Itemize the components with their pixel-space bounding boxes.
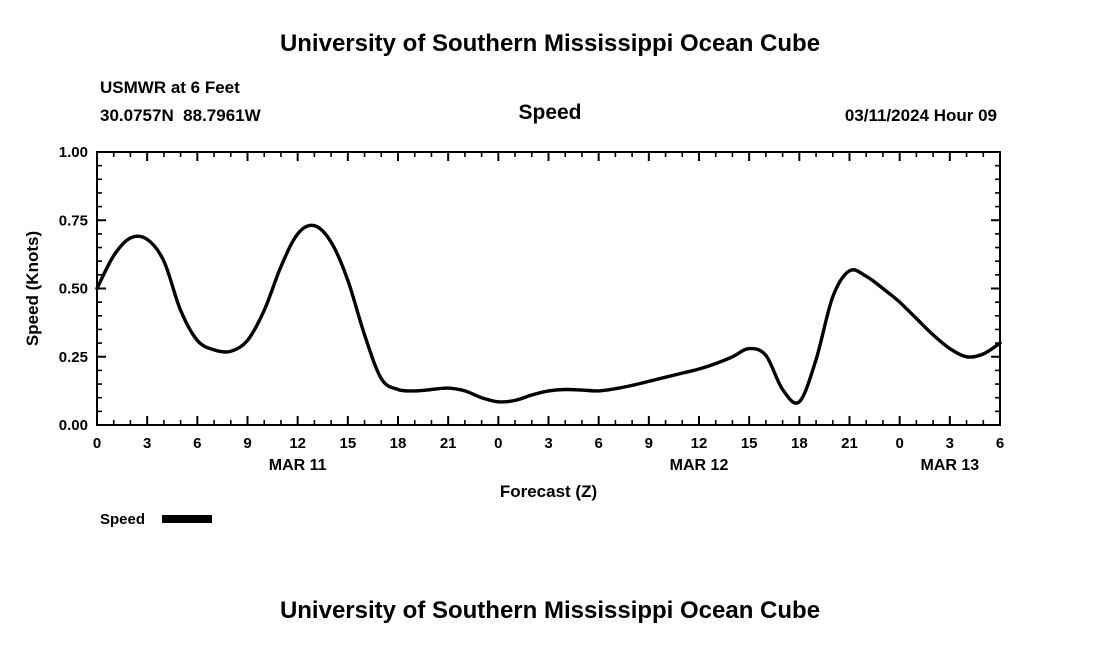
x-tick-label: 0 xyxy=(895,435,903,452)
plot-title: Speed xyxy=(518,101,582,124)
x-tick-label: 6 xyxy=(594,435,602,452)
coordinates-label: 30.0757N 88.7961W xyxy=(100,106,261,125)
x-tick-label: 12 xyxy=(289,435,306,452)
x-tick-label: 9 xyxy=(243,435,251,452)
x-tick-label: 15 xyxy=(339,435,356,452)
page-title: University of Southern Mississippi Ocean… xyxy=(279,30,821,57)
x-tick-label: 3 xyxy=(544,435,552,452)
x-day-label: MAR 13 xyxy=(920,457,979,474)
x-tick-label: 12 xyxy=(691,435,708,452)
plot-frame xyxy=(96,151,1001,426)
x-tick-label: 6 xyxy=(996,435,1004,452)
x-axis-title: Forecast (Z) xyxy=(500,482,597,501)
x-tick-label: 21 xyxy=(841,435,858,452)
x-day-label: MAR 11 xyxy=(269,457,327,474)
station-label: USMWR at 6 Feet xyxy=(100,78,240,97)
x-tick-label: 21 xyxy=(440,435,457,452)
x-tick-label: 3 xyxy=(143,435,151,452)
footer-title: University of Southern Mississippi Ocean… xyxy=(279,597,821,624)
x-tick-label: 18 xyxy=(390,435,407,452)
datetime-label: 03/11/2024 Hour 09 xyxy=(844,106,997,125)
y-tick-label: 0.50 xyxy=(59,281,88,298)
y-tick-label: 0.75 xyxy=(59,212,88,229)
y-axis-title: Speed (Knots) xyxy=(23,231,42,346)
x-tick-label: 15 xyxy=(741,435,758,452)
x-day-label: MAR 12 xyxy=(670,457,729,474)
x-tick-label: 0 xyxy=(494,435,502,452)
y-tick-label: 1.00 xyxy=(59,144,88,161)
x-tick-label: 3 xyxy=(946,435,954,452)
y-tick-label: 0.25 xyxy=(59,349,88,366)
speed-line xyxy=(95,223,1002,405)
x-tick-label: 6 xyxy=(193,435,201,452)
x-tick-label: 9 xyxy=(645,435,653,452)
y-tick-label: 0.00 xyxy=(59,417,88,434)
legend-label: Speed xyxy=(100,511,145,528)
x-tick-label: 18 xyxy=(791,435,808,452)
x-tick-label: 0 xyxy=(93,435,101,452)
